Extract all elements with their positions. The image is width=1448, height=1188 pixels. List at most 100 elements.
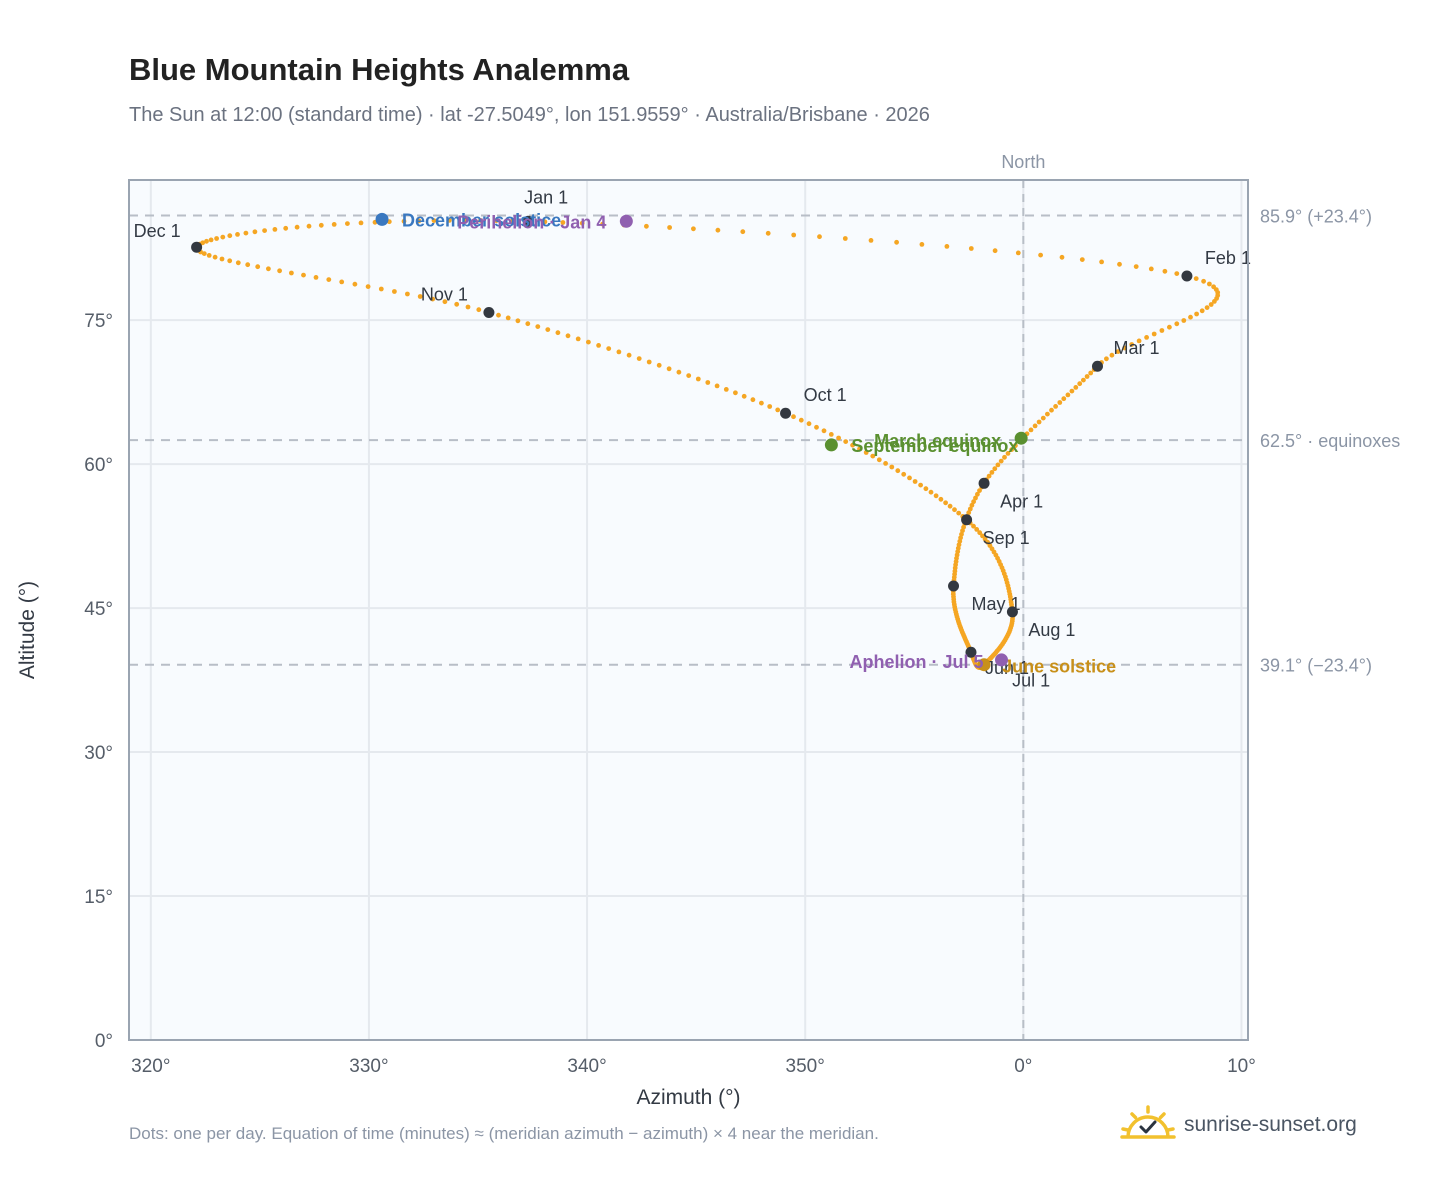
day-dot	[555, 330, 561, 336]
month-marker	[522, 215, 534, 227]
day-dot	[960, 528, 965, 534]
day-dot	[952, 507, 957, 513]
meridian-label: North	[1001, 152, 1045, 172]
day-dot	[339, 279, 345, 285]
day-dot	[1061, 396, 1067, 402]
day-dot	[365, 284, 371, 289]
day-dot	[1045, 411, 1050, 417]
day-dot	[493, 218, 499, 224]
day-dot	[1194, 311, 1199, 317]
day-dot	[431, 218, 437, 224]
day-dot	[1199, 308, 1205, 314]
day-dot	[416, 218, 422, 224]
day-dot	[863, 450, 869, 455]
day-dot	[791, 232, 797, 238]
day-dot	[977, 488, 982, 493]
day-dot	[294, 224, 300, 230]
y-tick-label: 15°	[84, 887, 113, 908]
day-dot	[496, 312, 501, 318]
day-dot	[974, 527, 980, 532]
month-label: Apr 1	[1000, 491, 1043, 511]
day-dot	[980, 533, 985, 539]
day-dot	[266, 266, 271, 272]
day-dot	[1104, 356, 1109, 362]
brand[interactable]: sunrise-sunset.org	[1120, 1100, 1357, 1150]
day-dot	[1207, 281, 1212, 287]
month-marker	[780, 407, 792, 419]
day-dot	[973, 495, 978, 501]
day-dot	[733, 390, 738, 396]
day-dot	[876, 457, 882, 463]
event-marker	[824, 438, 838, 452]
event-label: September equinox	[851, 436, 1018, 456]
month-marker	[965, 646, 977, 658]
day-dot	[301, 272, 306, 278]
day-dot	[1144, 335, 1149, 340]
day-dot	[1174, 271, 1180, 276]
day-dot	[401, 218, 407, 224]
x-tick-label: 340°	[567, 1056, 606, 1077]
day-dot	[1117, 261, 1122, 267]
chart-title: Blue Mountain Heights Analemma	[129, 52, 630, 87]
day-dot	[255, 264, 261, 270]
day-dot	[907, 475, 912, 481]
month-marker	[948, 580, 960, 592]
day-dot	[505, 315, 511, 321]
day-dot	[883, 461, 888, 466]
day-dot	[306, 223, 312, 229]
day-dot	[644, 223, 649, 229]
month-marker	[978, 477, 990, 489]
day-dot	[235, 260, 241, 266]
day-dot	[252, 229, 258, 235]
event-marker	[619, 214, 633, 228]
day-dot	[967, 506, 973, 512]
day-dot	[814, 424, 819, 430]
day-dot	[515, 318, 521, 324]
day-dot	[842, 236, 848, 241]
day-dot	[870, 453, 876, 459]
chart-subtitle: The Sun at 12:00 (standard time) · lat -…	[129, 104, 930, 126]
day-dot	[971, 523, 976, 529]
day-dot	[201, 251, 207, 256]
day-dot	[968, 246, 974, 251]
day-dot	[1009, 447, 1015, 452]
day-dot	[1002, 454, 1007, 460]
reference-line-label: 85.9° (+23.4°)	[1260, 207, 1372, 227]
day-dot	[944, 244, 950, 249]
day-dot	[1069, 388, 1075, 394]
event-label: June solstice	[1002, 657, 1116, 677]
x-axis-label: Azimuth (°)	[636, 1086, 740, 1109]
day-dot	[977, 530, 983, 536]
day-dot	[656, 362, 662, 368]
day-dot	[1081, 377, 1086, 383]
day-dot	[750, 397, 756, 403]
day-dot	[1065, 392, 1071, 398]
day-dot	[836, 435, 841, 441]
day-dot	[714, 383, 720, 389]
event-marker	[995, 653, 1009, 667]
month-label: Oct 1	[804, 385, 847, 405]
day-dot	[850, 442, 855, 448]
day-dot	[1049, 407, 1054, 413]
day-dot	[575, 336, 581, 342]
day-dot	[843, 439, 849, 444]
day-dot	[798, 417, 804, 423]
day-dot	[1040, 415, 1046, 421]
day-dot	[894, 239, 899, 245]
month-marker	[191, 241, 203, 253]
day-dot	[331, 222, 337, 227]
day-dot	[313, 275, 319, 280]
axes: 320° 330° 340° 350° 0° 10° 0° 15° 30° 45° 60° 75° Az…	[16, 311, 1256, 1109]
event-label: December solstice	[402, 210, 561, 230]
day-dot	[806, 421, 812, 427]
day-dot	[1032, 423, 1038, 429]
day-dot	[392, 289, 397, 294]
day-dot	[912, 479, 918, 484]
day-dot	[1129, 342, 1135, 347]
x-tick-label: 350°	[786, 1056, 825, 1077]
day-dot	[1136, 338, 1142, 344]
day-dot	[1181, 318, 1187, 323]
day-dot	[616, 349, 622, 355]
day-dot	[214, 236, 220, 241]
